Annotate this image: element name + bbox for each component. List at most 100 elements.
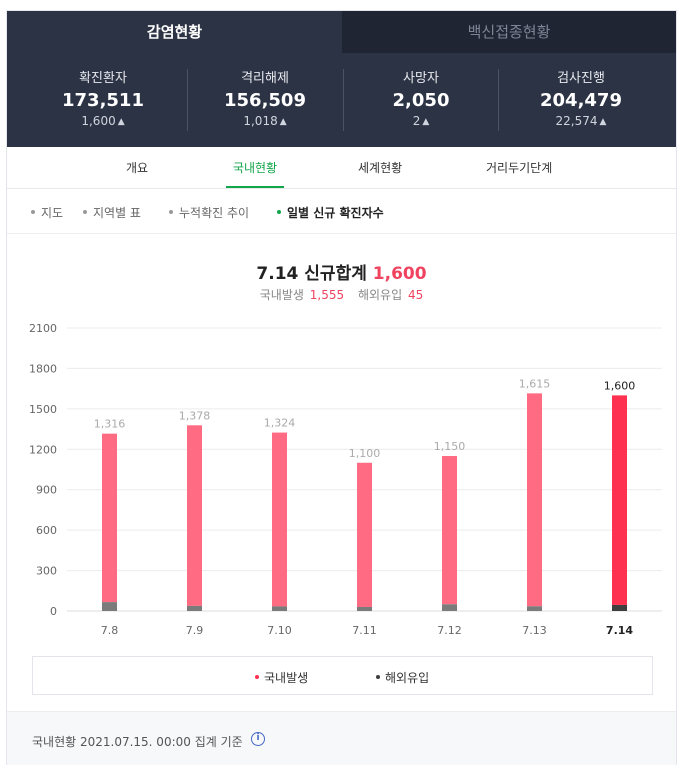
- x-tick-label: 7.8: [101, 624, 119, 637]
- y-tick-label: 900: [36, 484, 57, 497]
- stat-confirmed: 확진환자 173,511 1,600 ▲: [23, 67, 183, 128]
- legend-dot-icon: [376, 675, 380, 679]
- x-tick-label: 7.14: [606, 624, 633, 637]
- menu-daily-new[interactable]: 일별 신규 확진자수: [277, 204, 384, 221]
- legend-domestic[interactable]: 국내발생: [255, 669, 308, 686]
- stat-change: 1,018 ▲: [185, 114, 345, 128]
- divider: [187, 69, 188, 131]
- summary-header: 감염현황 백신접종현황 확진환자 173,511 1,600 ▲ 격리해제 156…: [7, 11, 676, 147]
- footer-note: 국내현황 2021.07.15. 00:00 집계 기준: [32, 735, 243, 749]
- tab-vaccination-status[interactable]: 백신접종현황: [342, 11, 676, 53]
- stat-value: 156,509: [224, 90, 306, 111]
- bar-imported: [612, 604, 627, 611]
- up-arrow-icon: ▲: [422, 117, 430, 127]
- stat-change-value: 1,600: [81, 114, 116, 128]
- menu-label: 지역별 표: [93, 206, 141, 220]
- stat-change-value: 1,018: [243, 114, 278, 128]
- data-label: 1,600: [604, 379, 636, 392]
- y-tick-label: 0: [50, 605, 57, 618]
- x-tick-label: 7.11: [352, 624, 377, 637]
- chart-title-total: 1,600: [372, 264, 427, 284]
- sub-tabs: 개요 국내현황 세계현황 거리두기단계: [7, 147, 676, 189]
- stat-deaths: 사망자 2,050 2 ▲: [341, 67, 501, 128]
- y-tick-label: 1500: [29, 403, 57, 416]
- legend-label: 해외유입: [385, 671, 430, 685]
- menu-label: 지도: [41, 206, 64, 220]
- stat-value: 2,050: [392, 90, 450, 111]
- bar-domestic: [442, 456, 457, 605]
- tab-world[interactable]: 세계현황: [358, 161, 403, 175]
- stat-label: 검사진행: [557, 71, 605, 86]
- x-tick-label: 7.9: [186, 624, 204, 637]
- stat-testing: 검사진행 204,479 22,574 ▲: [501, 67, 661, 128]
- data-label: 1,100: [349, 447, 381, 460]
- stat-change-value: 2: [412, 114, 421, 128]
- import-value: 45: [407, 288, 424, 302]
- bar-domestic: [187, 425, 202, 606]
- bar-domestic: [272, 432, 287, 607]
- bar-imported: [187, 605, 202, 611]
- bar-imported: [442, 604, 457, 611]
- menu-label: 누적확진 추이: [179, 206, 250, 220]
- bullet-icon: [83, 210, 87, 214]
- bullet-icon: [169, 210, 173, 214]
- stat-change: 22,574 ▲: [501, 114, 661, 128]
- data-label: 1,378: [179, 409, 211, 422]
- bar-domestic: [357, 462, 372, 607]
- bar-domestic: [527, 393, 542, 607]
- x-tick-label: 7.13: [522, 624, 547, 637]
- data-label: 1,615: [519, 377, 551, 390]
- stat-label: 확진환자: [79, 71, 127, 86]
- chart-subtitle: 국내발생 1,555 해외유입 45: [7, 286, 676, 303]
- footer: 국내현황 2021.07.15. 00:00 집계 기준 i: [7, 711, 676, 765]
- chart-legend: 국내발생 해외유입: [32, 656, 653, 695]
- bar-domestic: [102, 433, 117, 603]
- up-arrow-icon: ▲: [117, 117, 125, 127]
- y-tick-label: 600: [36, 524, 57, 537]
- legend-label: 국내발생: [264, 671, 309, 685]
- data-label: 1,316: [94, 418, 126, 431]
- domestic-label: 국내발생: [259, 288, 304, 302]
- stat-released: 격리해제 156,509 1,018 ▲: [185, 67, 345, 128]
- chart-title-prefix: 7.14 신규합계: [256, 264, 367, 284]
- menu-cumulative-trend[interactable]: 누적확진 추이: [169, 204, 249, 221]
- stat-change: 2 ▲: [341, 114, 501, 128]
- import-label: 해외유입: [357, 288, 403, 302]
- daily-cases-chart: 2100 1800 1500 1200 900 600 300 0 1,316 7.8 1,378 7…: [29, 322, 662, 637]
- bar-domestic: [612, 395, 627, 605]
- bullet-icon: [31, 210, 35, 214]
- divider: [343, 69, 344, 131]
- bar-imported: [272, 606, 287, 611]
- domestic-value: 1,555: [309, 288, 345, 302]
- y-tick-label: 1800: [29, 362, 57, 375]
- menu-map[interactable]: 지도: [31, 204, 63, 221]
- bar-imported: [102, 602, 117, 611]
- data-label: 1,150: [434, 440, 466, 453]
- legend-imported[interactable]: 해외유입: [376, 669, 429, 686]
- tab-infection-status[interactable]: 감염현황: [7, 11, 342, 53]
- stat-label: 격리해제: [241, 71, 289, 86]
- up-arrow-icon: ▲: [279, 117, 287, 127]
- legend-dot-icon: [255, 675, 259, 679]
- info-icon[interactable]: i: [251, 732, 265, 746]
- stat-change-value: 22,574: [555, 114, 598, 128]
- stat-value: 204,479: [540, 90, 622, 111]
- x-tick-label: 7.10: [267, 624, 292, 637]
- stat-label: 사망자: [403, 71, 439, 86]
- covid-dashboard: 감염현황 백신접종현황 확진환자 173,511 1,600 ▲ 격리해제 156…: [6, 10, 677, 765]
- menu-label: 일별 신규 확진자수: [287, 206, 384, 220]
- chart-title: 7.14 신규합계 1,600: [7, 259, 676, 284]
- view-menu: 지도 지역별 표 누적확진 추이 일별 신규 확진자수: [7, 189, 676, 234]
- bullet-icon: [277, 210, 281, 214]
- menu-region-table[interactable]: 지역별 표: [83, 204, 141, 221]
- y-tick-label: 2100: [29, 322, 57, 335]
- tab-domestic[interactable]: 국내현황: [226, 159, 284, 188]
- data-label: 1,324: [264, 417, 296, 430]
- y-tick-label: 300: [36, 565, 57, 578]
- stat-value: 173,511: [62, 90, 144, 111]
- up-arrow-icon: ▲: [599, 117, 607, 127]
- tab-distancing[interactable]: 거리두기단계: [486, 161, 553, 175]
- bar-imported: [527, 606, 542, 611]
- tab-overview[interactable]: 개요: [126, 161, 149, 175]
- y-tick-label: 1200: [29, 443, 57, 456]
